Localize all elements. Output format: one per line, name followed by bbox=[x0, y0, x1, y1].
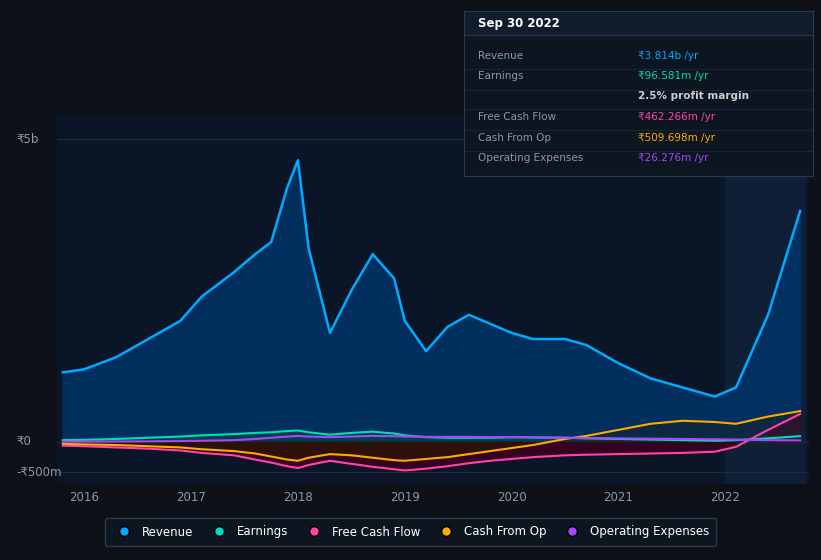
Text: Free Cash Flow: Free Cash Flow bbox=[478, 112, 556, 122]
Text: Revenue: Revenue bbox=[478, 51, 523, 61]
Text: ₹5b: ₹5b bbox=[16, 133, 39, 146]
Text: ₹96.581m /yr: ₹96.581m /yr bbox=[639, 72, 709, 81]
Text: ₹3.814b /yr: ₹3.814b /yr bbox=[639, 51, 699, 61]
Text: Operating Expenses: Operating Expenses bbox=[478, 153, 583, 163]
Text: Earnings: Earnings bbox=[478, 72, 523, 81]
Text: ₹26.276m /yr: ₹26.276m /yr bbox=[639, 153, 709, 163]
Text: -₹500m: -₹500m bbox=[16, 466, 62, 479]
Bar bbox=[725, 115, 805, 484]
Text: ₹0: ₹0 bbox=[16, 436, 31, 449]
Text: ₹509.698m /yr: ₹509.698m /yr bbox=[639, 133, 715, 143]
Text: Sep 30 2022: Sep 30 2022 bbox=[478, 17, 560, 30]
Text: 2.5% profit margin: 2.5% profit margin bbox=[639, 91, 750, 101]
Text: ₹462.266m /yr: ₹462.266m /yr bbox=[639, 112, 715, 122]
Bar bbox=[464, 11, 813, 35]
Text: Cash From Op: Cash From Op bbox=[478, 133, 551, 143]
Legend: Revenue, Earnings, Free Cash Flow, Cash From Op, Operating Expenses: Revenue, Earnings, Free Cash Flow, Cash … bbox=[105, 519, 716, 545]
